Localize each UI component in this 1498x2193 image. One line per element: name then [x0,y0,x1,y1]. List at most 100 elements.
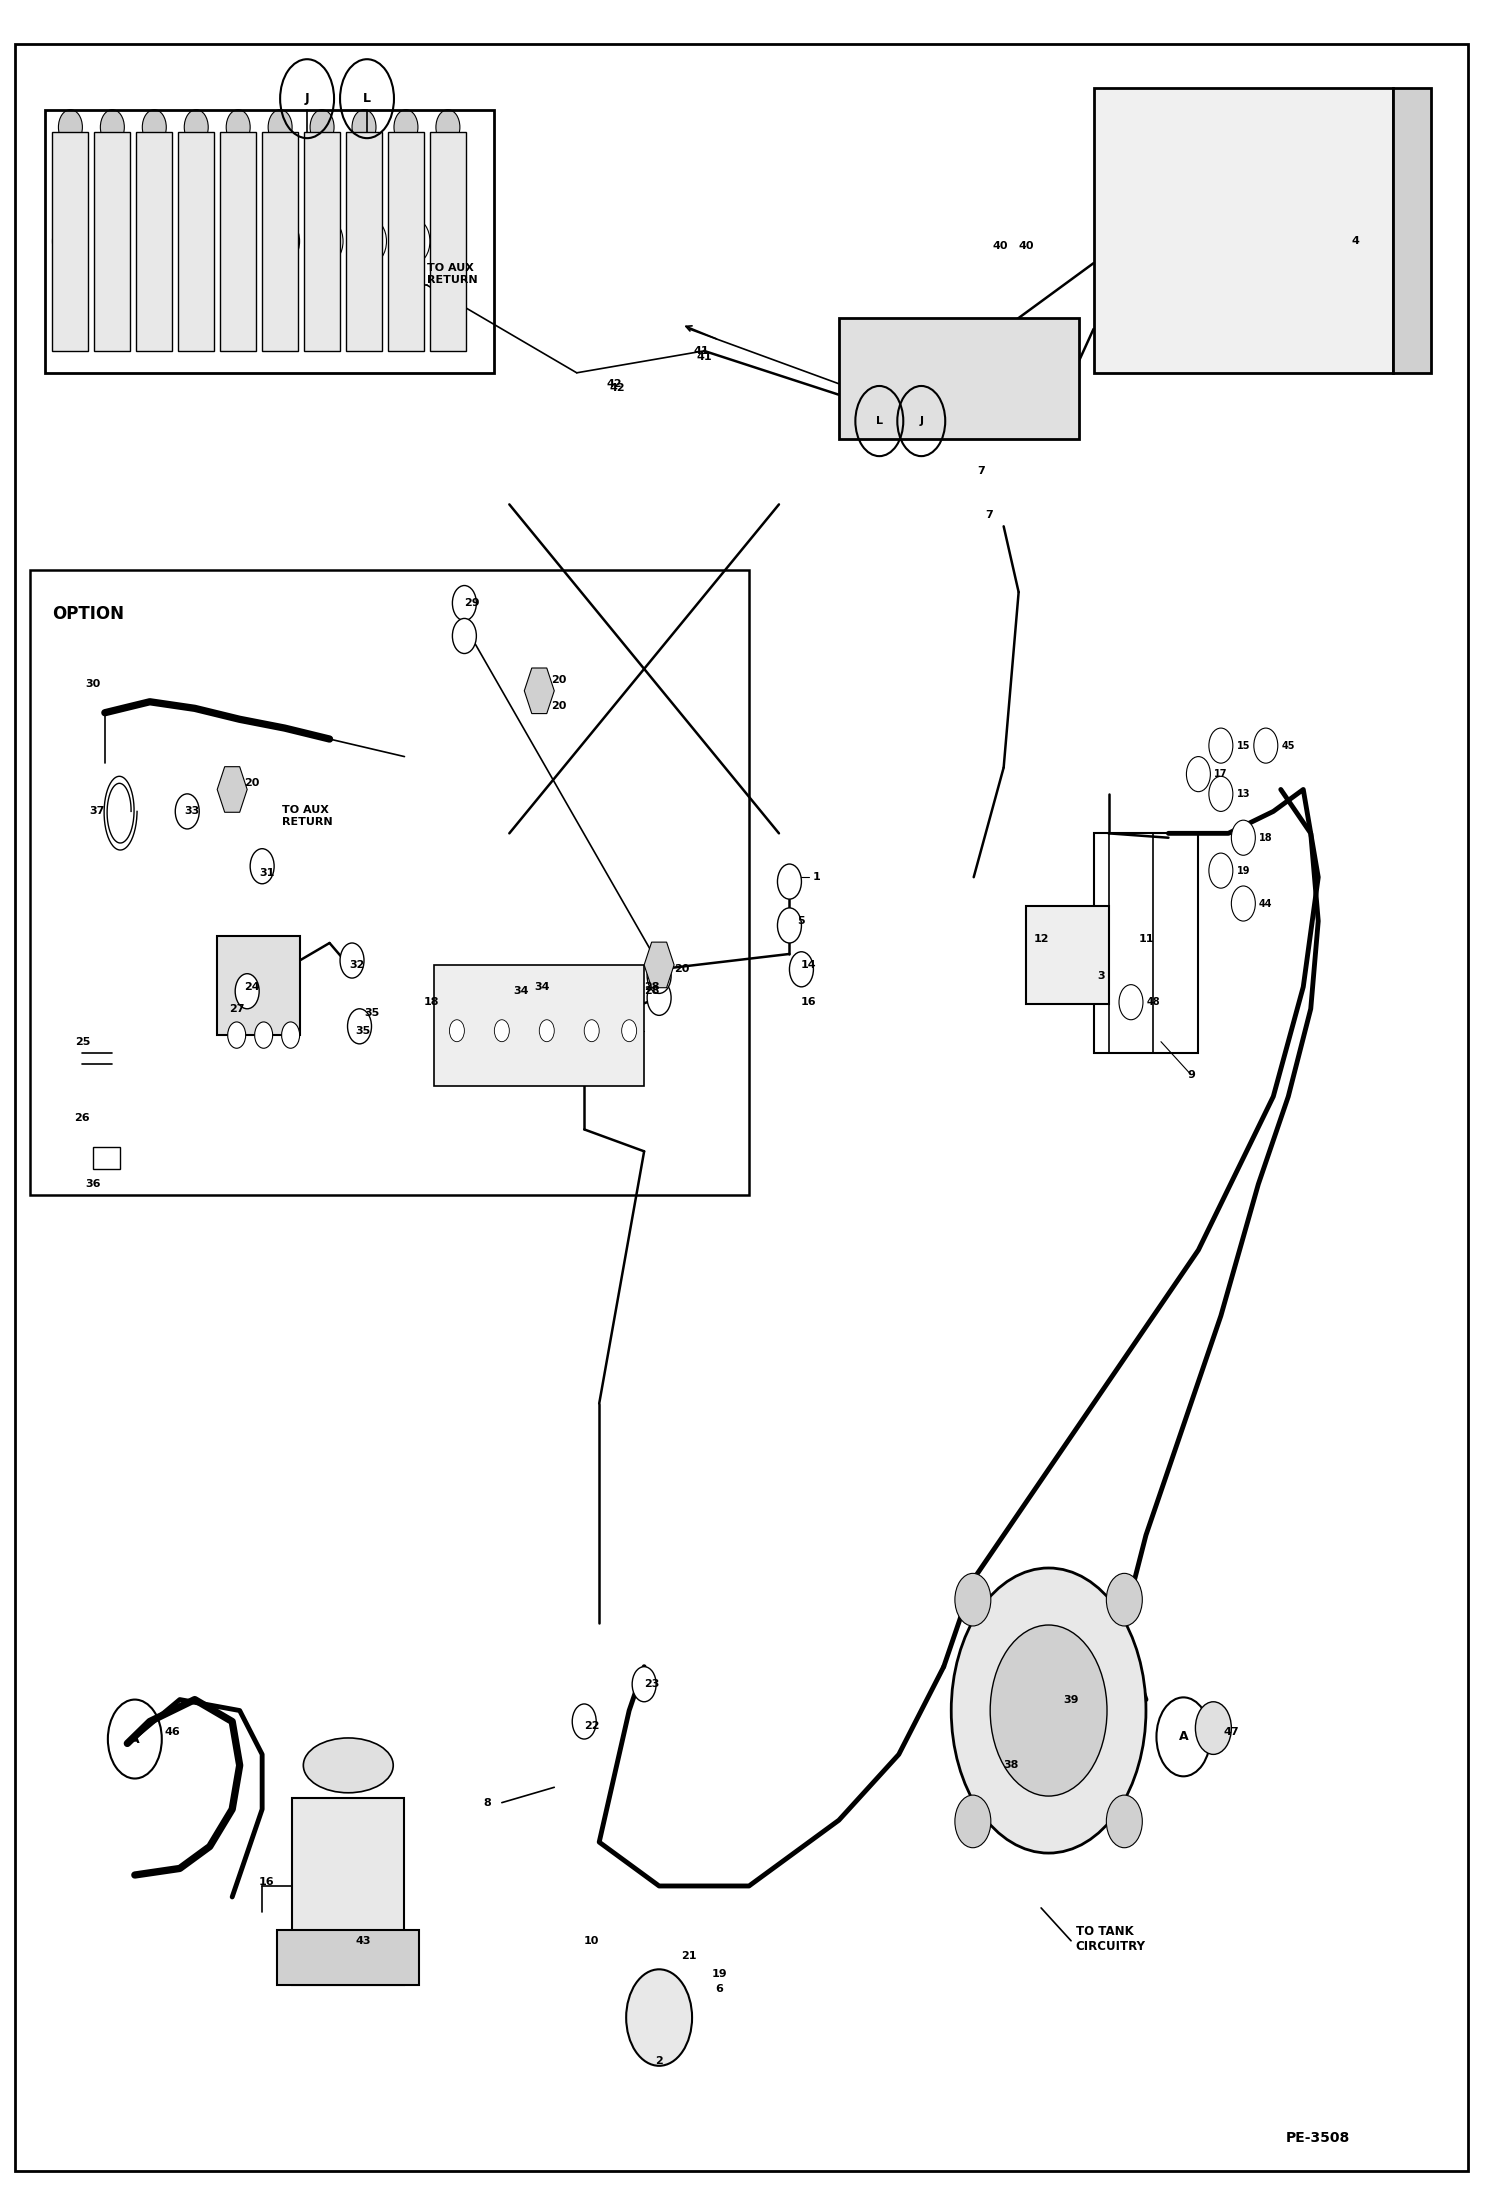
Circle shape [1107,1572,1143,1625]
Circle shape [626,1969,692,2066]
Text: 35: 35 [364,1009,379,1018]
Circle shape [436,110,460,145]
Circle shape [255,1022,273,1048]
Circle shape [951,320,972,351]
Text: 29: 29 [464,599,479,607]
Circle shape [843,320,864,351]
Text: 25: 25 [75,1037,90,1046]
Circle shape [226,219,256,263]
Circle shape [777,864,801,899]
Circle shape [527,673,551,708]
Circle shape [584,1020,599,1042]
Polygon shape [644,943,674,987]
Text: 35: 35 [355,1026,370,1035]
Text: 14: 14 [801,961,816,969]
Circle shape [310,110,334,145]
Bar [1094,833,1198,1053]
Circle shape [1209,853,1233,888]
Text: 41: 41 [694,346,709,355]
Circle shape [1209,728,1233,763]
Text: 15: 15 [1236,741,1251,750]
Bar [93,1147,120,1169]
Text: 41: 41 [697,353,712,362]
Text: OPTION: OPTION [52,605,124,623]
Bar [292,1798,404,1985]
Text: TO TANK
CIRCUITRY: TO TANK CIRCUITRY [1076,1925,1146,1952]
Bar [217,936,300,1035]
Circle shape [845,408,863,434]
Text: 40: 40 [1019,241,1034,250]
Circle shape [186,318,207,349]
Text: 17: 17 [1213,770,1228,779]
Circle shape [313,219,343,263]
Circle shape [789,952,813,987]
Circle shape [1195,1702,1231,1754]
Circle shape [954,1572,990,1625]
Bar [839,318,1079,439]
Text: 6: 6 [715,1985,724,1993]
Polygon shape [524,669,554,713]
Text: L: L [876,417,882,425]
Text: 44: 44 [1258,899,1273,908]
Bar [277,1930,419,1985]
Circle shape [102,318,123,349]
Text: 48: 48 [1146,998,1161,1007]
Text: 19: 19 [712,1969,727,1978]
Text: 13: 13 [1236,789,1251,798]
Bar [1026,906,1109,1004]
Circle shape [879,320,900,351]
Text: 34: 34 [514,987,529,996]
Circle shape [1254,728,1278,763]
Text: 9: 9 [1186,1070,1195,1079]
Circle shape [954,1796,990,1849]
Bar [52,132,88,351]
Text: 8: 8 [482,1798,491,1807]
Text: 33: 33 [184,807,199,816]
Bar [434,965,644,1086]
Text: A: A [1179,1730,1188,1743]
Circle shape [990,1625,1107,1796]
Circle shape [539,1020,554,1042]
Circle shape [1231,886,1255,921]
Text: 20: 20 [674,965,689,974]
Text: 31: 31 [259,868,274,877]
Circle shape [394,110,418,145]
Circle shape [395,318,416,349]
Text: 1: 1 [812,873,821,882]
Circle shape [144,318,165,349]
Bar [430,132,466,351]
Text: 18: 18 [1258,833,1273,842]
Circle shape [96,219,126,263]
Text: 43: 43 [355,1936,372,1945]
Text: 7: 7 [984,511,993,520]
Text: 32: 32 [349,961,364,969]
Bar [346,132,382,351]
Text: 30: 30 [85,680,100,689]
Text: 18: 18 [424,998,439,1007]
Text: 16: 16 [259,1877,274,1886]
Text: J: J [304,92,310,105]
Circle shape [1231,820,1255,855]
Bar [262,132,298,351]
Circle shape [312,318,333,349]
Circle shape [226,110,250,145]
Text: 5: 5 [797,917,806,925]
Text: 12: 12 [1034,934,1049,943]
Circle shape [915,320,936,351]
Circle shape [881,408,899,434]
Circle shape [647,980,671,1015]
Circle shape [250,849,274,884]
Text: 39: 39 [1064,1695,1079,1704]
Circle shape [340,943,364,978]
Circle shape [951,1568,1146,1853]
Bar [45,110,494,373]
Text: J: J [920,417,923,425]
Text: 24: 24 [244,982,259,991]
Text: 2: 2 [655,2057,664,2066]
Circle shape [100,110,124,145]
Text: 42: 42 [610,384,625,393]
Circle shape [228,318,249,349]
Circle shape [1023,320,1044,351]
Bar [1094,88,1393,373]
Text: 10: 10 [584,1936,599,1945]
